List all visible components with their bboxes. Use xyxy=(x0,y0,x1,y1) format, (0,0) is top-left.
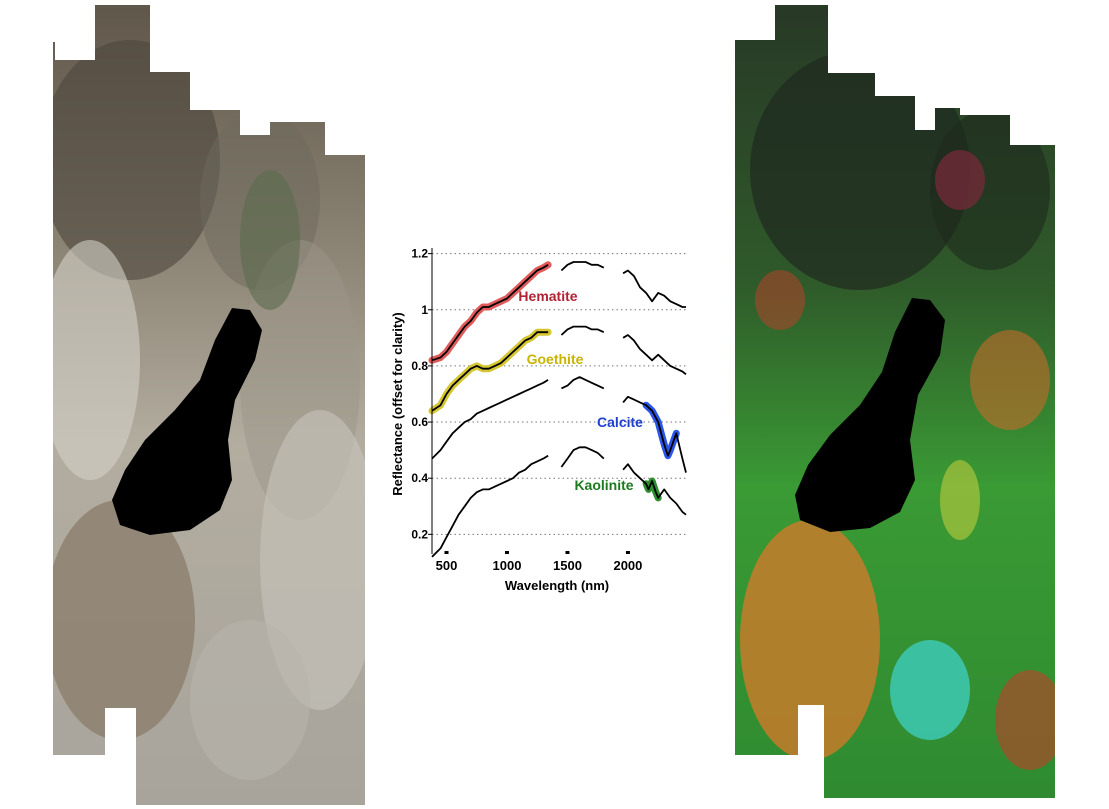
x-axis-label: Wavelength (nm) xyxy=(505,578,609,593)
hematite-spectrum-line xyxy=(431,264,549,362)
kaolinite-label: Kaolinite xyxy=(574,477,633,493)
x-tick xyxy=(625,551,630,554)
x-tick xyxy=(504,551,509,554)
goethite-spectrum-line xyxy=(622,334,687,376)
goethite-spectrum-line xyxy=(560,325,605,336)
x-tick-label: 1500 xyxy=(553,558,582,573)
chart-series xyxy=(428,261,687,558)
y-tick-label: 0.6 xyxy=(411,415,428,429)
hematite-spectrum-line xyxy=(622,269,686,308)
x-tick xyxy=(444,551,449,554)
hematite-label: Hematite xyxy=(518,288,577,304)
kaolinite-spectrum-line xyxy=(622,463,687,516)
x-tick-label: 2000 xyxy=(613,558,642,573)
calcite-spectrum-line xyxy=(431,379,549,460)
y-tick-label: 0.8 xyxy=(411,359,428,373)
chart-gridlines xyxy=(432,253,686,535)
chart-axes: 0.2 0.4 0.6 0.8 1 1.2 500 1000 1500 2000 xyxy=(411,247,642,573)
x-tick xyxy=(565,551,570,554)
chart-labels: Hematite Goethite Calcite Kaolinite xyxy=(518,288,643,493)
hematite-highlight xyxy=(428,261,552,364)
y-tick-label: 1 xyxy=(421,303,428,317)
x-tick-label: 1000 xyxy=(493,558,522,573)
x-tick-label: 500 xyxy=(436,558,458,573)
calcite-label: Calcite xyxy=(597,414,643,430)
y-axis-label: Reflectance (offset for clarity) xyxy=(390,312,405,496)
calcite-spectrum-line xyxy=(561,376,605,390)
y-tick-label: 0.2 xyxy=(411,527,428,541)
kaolinite-spectrum-line xyxy=(431,454,549,558)
goethite-spectrum-line xyxy=(431,331,549,412)
y-tick-label: 0.4 xyxy=(411,471,428,485)
hematite-spectrum-line xyxy=(560,261,605,272)
y-tick-label: 1.2 xyxy=(411,247,428,261)
calcite-spectrum-line xyxy=(622,395,687,473)
kaolinite-spectrum-line xyxy=(560,446,605,468)
goethite-label: Goethite xyxy=(527,351,584,367)
